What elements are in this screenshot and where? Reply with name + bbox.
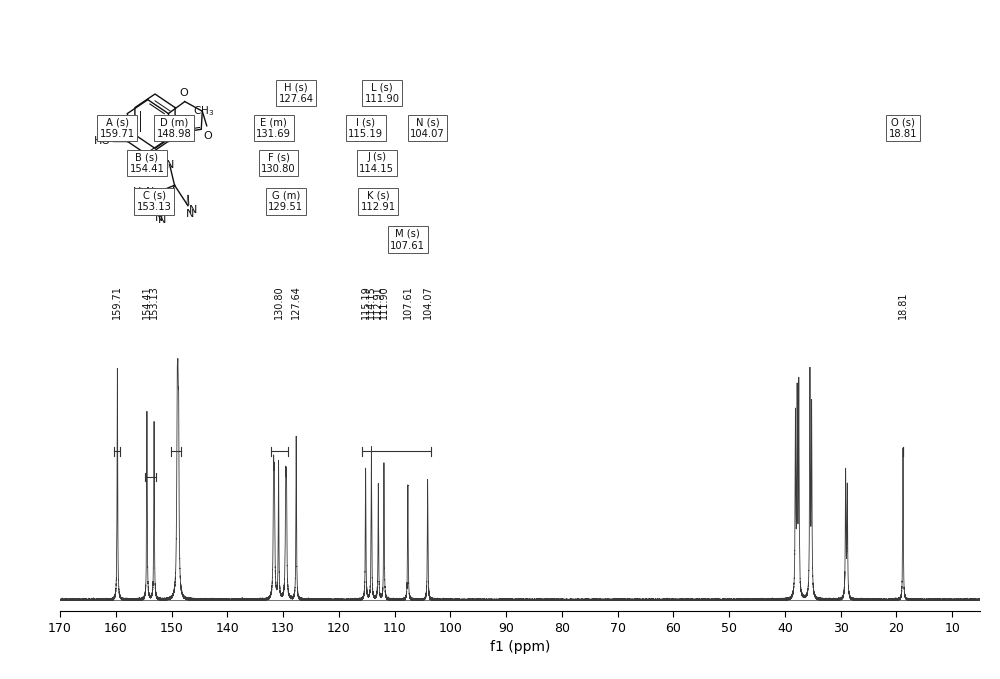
Text: H$_2$N: H$_2$N: [132, 185, 155, 200]
Text: 130.80: 130.80: [274, 285, 284, 319]
Text: O (s)
18.81: O (s) 18.81: [889, 117, 917, 139]
Text: N (s)
104.07: N (s) 104.07: [410, 117, 445, 139]
Text: 127.64: 127.64: [291, 285, 301, 319]
Text: 107.61: 107.61: [403, 285, 413, 319]
Text: 18.81: 18.81: [898, 291, 908, 319]
Text: I (s)
115.19: I (s) 115.19: [348, 117, 383, 139]
Text: 154.41: 154.41: [142, 285, 152, 319]
Text: N: N: [158, 215, 167, 225]
Text: G (m)
129.51: G (m) 129.51: [268, 191, 303, 213]
Text: B (s)
154.41: B (s) 154.41: [129, 152, 164, 174]
Text: HO: HO: [94, 136, 111, 146]
Text: 114.15: 114.15: [366, 285, 376, 319]
Text: 111.90: 111.90: [379, 285, 389, 319]
Text: M (s)
107.61: M (s) 107.61: [390, 229, 425, 251]
Text: D (m)
148.98: D (m) 148.98: [157, 117, 192, 139]
Text: H (s)
127.64: H (s) 127.64: [279, 82, 314, 104]
Text: O: O: [180, 88, 188, 98]
Text: J (s)
114.15: J (s) 114.15: [359, 152, 394, 174]
Text: L (s)
111.90: L (s) 111.90: [365, 82, 400, 104]
Text: A (s)
159.71: A (s) 159.71: [100, 117, 135, 139]
Text: 104.07: 104.07: [423, 285, 433, 319]
Text: O: O: [203, 131, 212, 141]
Text: N: N: [166, 160, 174, 170]
Text: CH$_3$: CH$_3$: [193, 105, 214, 118]
Text: 115.19: 115.19: [361, 285, 371, 319]
Text: 153.13: 153.13: [149, 285, 159, 319]
Text: 112.91: 112.91: [373, 285, 383, 319]
Text: 159.71: 159.71: [112, 285, 122, 319]
Text: N: N: [155, 213, 163, 223]
Text: C (s)
153.13: C (s) 153.13: [137, 191, 172, 213]
Text: K (s)
112.91: K (s) 112.91: [361, 191, 396, 213]
Text: N: N: [186, 208, 194, 219]
Text: E (m)
131.69: E (m) 131.69: [256, 117, 291, 139]
Text: N: N: [189, 205, 197, 215]
X-axis label: f1 (ppm): f1 (ppm): [490, 640, 550, 654]
Text: F (s)
130.80: F (s) 130.80: [261, 152, 296, 174]
